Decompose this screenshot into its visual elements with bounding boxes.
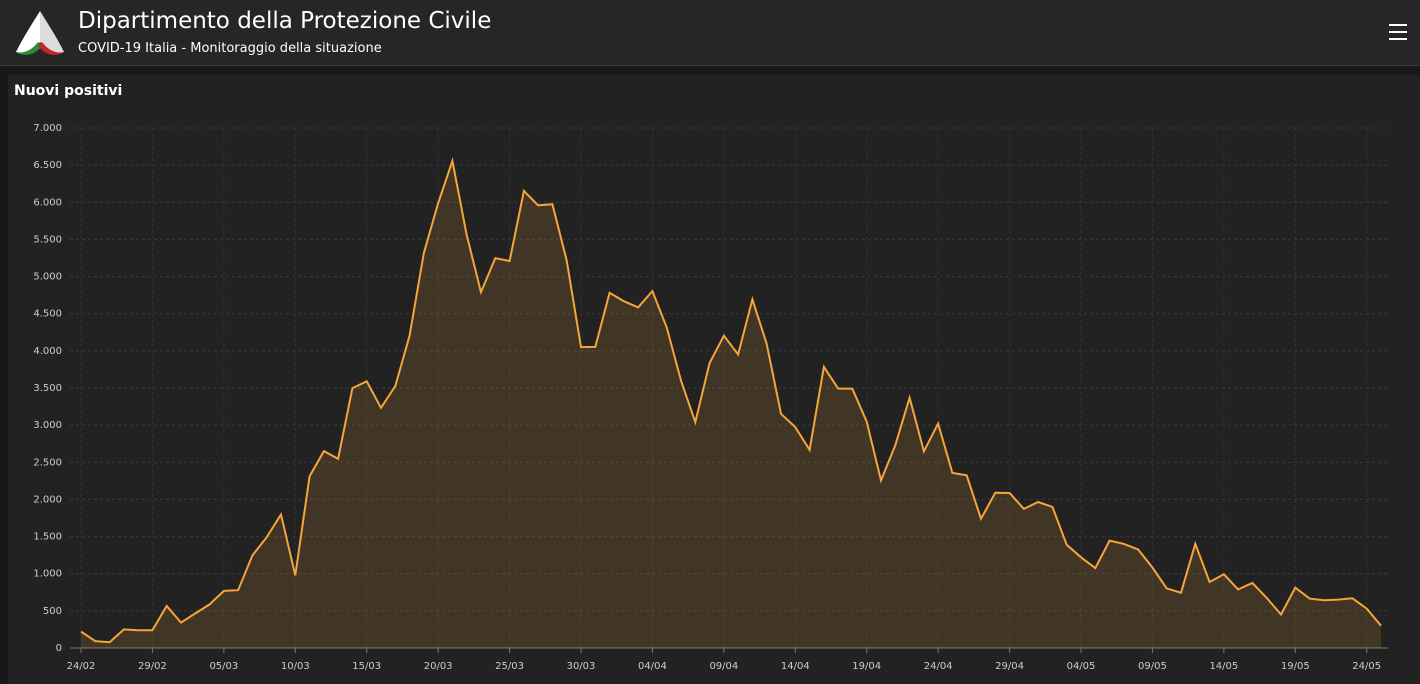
x-tick-label: 09/04 [709, 661, 738, 672]
y-tick-label: 3.500 [33, 383, 62, 394]
header: Dipartimento della Protezione Civile COV… [0, 0, 1420, 66]
y-tick-label: 5.500 [33, 234, 62, 245]
x-tick-label: 05/03 [209, 661, 238, 672]
x-tick-label: 24/04 [924, 661, 953, 672]
x-tick-label: 24/05 [1352, 661, 1381, 672]
x-tick-label: 20/03 [424, 661, 453, 672]
x-tick-label: 14/05 [1209, 661, 1238, 672]
x-tick-label: 04/05 [1067, 661, 1096, 672]
y-tick-label: 1.500 [33, 532, 62, 543]
header-title: Dipartimento della Protezione Civile [78, 8, 492, 34]
y-tick-label: 2.500 [33, 457, 62, 468]
x-tick-label: 14/04 [781, 661, 810, 672]
y-tick-label: 5.000 [33, 272, 62, 283]
y-tick-label: 1.000 [33, 569, 62, 580]
x-tick-label: 09/05 [1138, 661, 1167, 672]
x-tick-label: 30/03 [567, 661, 596, 672]
y-tick-label: 4.500 [33, 309, 62, 320]
y-tick-label: 6.500 [33, 160, 62, 171]
area-fill [81, 160, 1381, 648]
logo [16, 11, 64, 55]
x-tick-label: 19/05 [1281, 661, 1310, 672]
y-tick-label: 2.000 [33, 494, 62, 505]
y-tick-label: 500 [43, 606, 62, 617]
x-tick-label: 10/03 [281, 661, 310, 672]
y-tick-label: 3.000 [33, 420, 62, 431]
chart-title: Nuovi positivi [14, 83, 122, 99]
x-tick-label: 29/04 [995, 661, 1024, 672]
line [80, 156, 1382, 644]
x-tick-label: 24/02 [67, 661, 96, 672]
y-tick-label: 0 [56, 643, 62, 654]
x-tick-label: 15/03 [352, 661, 381, 672]
header-subtitle: COVID-19 Italia - Monitoraggio della sit… [78, 41, 382, 56]
x-tick-label: 25/03 [495, 661, 524, 672]
menu-button[interactable] [1389, 24, 1409, 42]
x-tick-label: 04/04 [638, 661, 667, 672]
y-tick-label: 6.000 [33, 197, 62, 208]
x-tick-label: 19/04 [852, 661, 881, 672]
y-tick-label: 4.000 [33, 346, 62, 357]
y-tick-label: 7.000 [33, 123, 62, 134]
x-tick-label: 29/02 [138, 661, 167, 672]
